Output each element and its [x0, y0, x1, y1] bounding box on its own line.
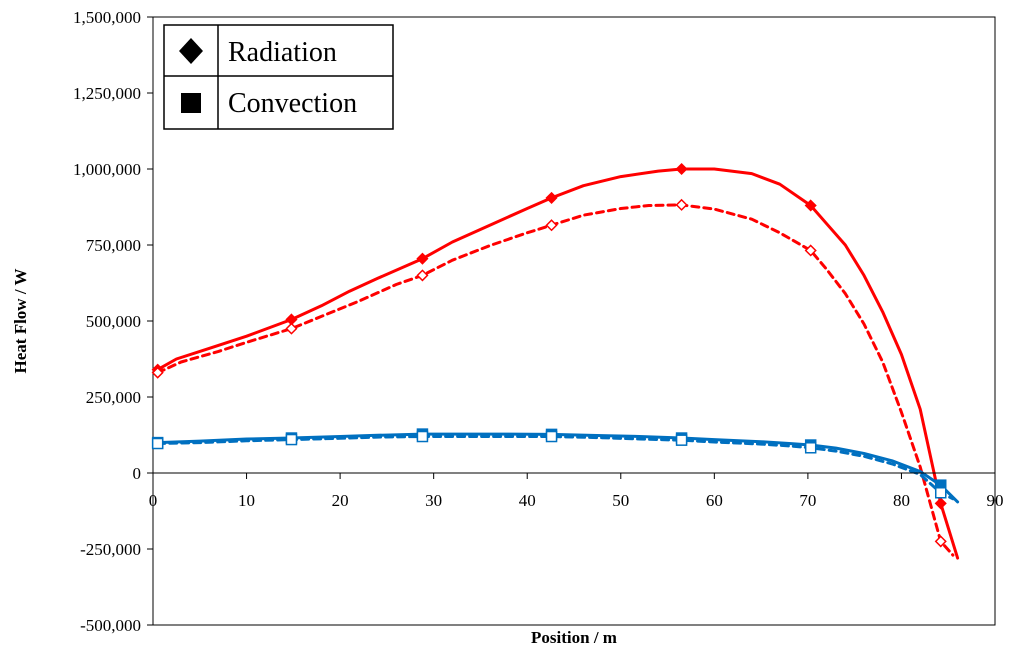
series-marker — [545, 219, 558, 232]
series-marker — [804, 199, 817, 212]
y-tick-label: 250,000 — [86, 388, 141, 407]
ticks-layer: 0 10 20 30 40 50 60 70 80 90 -500,000 -250,000 0 250,… — [73, 8, 1004, 635]
series-line — [156, 432, 960, 504]
series-marker — [151, 366, 164, 379]
legend: Radiation Convection — [163, 24, 394, 130]
y-tick-label: 1,250,000 — [73, 84, 141, 103]
y-tick-label: -250,000 — [80, 540, 141, 559]
series-marker — [416, 269, 429, 282]
y-tick-label: 500,000 — [86, 312, 141, 331]
x-tick-label: 90 — [987, 491, 1004, 510]
series-marker — [416, 430, 429, 443]
series-marker — [934, 535, 947, 548]
y-tick-label: 0 — [133, 464, 142, 483]
series-marker — [804, 442, 817, 454]
legend-square-icon — [181, 93, 201, 113]
x-tick-label: 40 — [519, 491, 536, 510]
series-marker — [675, 162, 688, 176]
x-tick-label: 0 — [149, 491, 158, 510]
series-marker — [416, 252, 429, 265]
y-tick-label: -500,000 — [80, 616, 141, 635]
y-tick-label: 1,500,000 — [73, 8, 141, 27]
x-tick-label: 20 — [332, 491, 349, 510]
series-marker — [675, 198, 688, 211]
x-tick-label: 30 — [425, 491, 442, 510]
x-tick-label: 70 — [799, 491, 816, 510]
series-marker — [285, 433, 298, 446]
x-tick-label: 50 — [612, 491, 629, 510]
legend-label-convection: Convection — [228, 88, 357, 119]
series-marker — [545, 191, 558, 204]
series-marker — [934, 497, 947, 510]
series-marker — [545, 430, 558, 443]
legend-diamond-icon — [179, 38, 203, 64]
legend-box — [163, 24, 394, 130]
series-marker — [285, 322, 298, 335]
series-layer — [151, 162, 960, 560]
series-line — [156, 167, 960, 560]
series-line — [156, 435, 955, 501]
y-axis-title: Heat Flow / W — [11, 269, 30, 374]
series-marker — [151, 437, 164, 450]
series-marker — [804, 244, 817, 257]
x-tick-label: 10 — [238, 491, 255, 510]
series-marker — [675, 434, 688, 446]
series-line — [156, 203, 955, 557]
legend-label-radiation: Radiation — [228, 37, 337, 68]
x-tick-label: 60 — [706, 491, 723, 510]
x-tick-label: 80 — [893, 491, 910, 510]
x-axis-title: Position / m — [531, 628, 617, 647]
y-tick-label: 750,000 — [86, 236, 141, 255]
series-marker — [934, 487, 947, 499]
y-tick-label: 1,000,000 — [73, 160, 141, 179]
